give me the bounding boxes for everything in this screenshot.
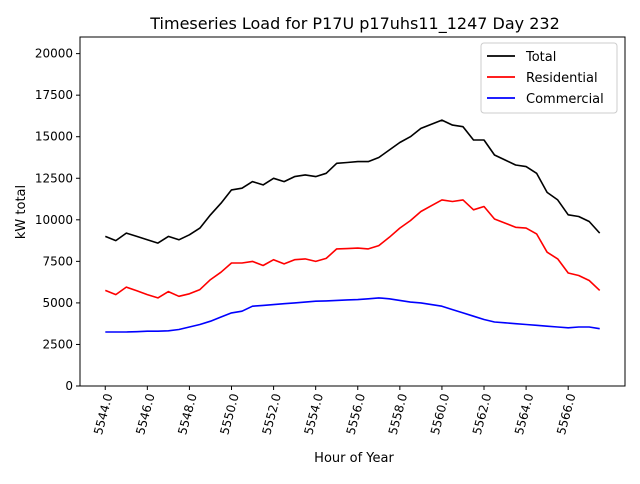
plot-area <box>105 119 601 333</box>
x-tick-label: 5552.0 <box>259 392 283 436</box>
legend-label-residential: Residential <box>526 71 598 86</box>
x-axis-label: Hour of Year <box>314 451 394 466</box>
y-tick-label: 0 <box>65 379 73 393</box>
y-tick-label: 10000 <box>35 213 73 227</box>
y-tick-label: 15000 <box>35 130 73 144</box>
x-tick-label: 5564.0 <box>512 392 536 436</box>
y-axis: 0 2500 5000 7500 10000 12500 15000 17500 20000 <box>35 47 80 393</box>
x-tick-label: 5548.0 <box>175 392 199 436</box>
y-tick-label: 20000 <box>35 47 73 61</box>
y-tick-label: 17500 <box>35 88 73 102</box>
chart-title: Timeseries Load for P17U p17uhs11_1247 D… <box>149 14 560 34</box>
legend-box <box>480 42 618 114</box>
x-tick-label: 5560.0 <box>428 392 452 436</box>
axes-frame <box>79 36 626 387</box>
series-line-residential <box>105 199 601 299</box>
series-line-commercial <box>105 297 600 333</box>
y-tick-label: 5000 <box>42 296 73 310</box>
legend-label-commercial: Commercial <box>526 92 604 107</box>
legend-label-total: Total <box>525 50 556 65</box>
x-tick-label: 5562.0 <box>470 392 494 436</box>
x-tick-label: 5558.0 <box>386 392 410 436</box>
x-tick-label: 5554.0 <box>302 392 326 436</box>
x-tick-label: 5550.0 <box>217 392 241 436</box>
legend: Total Residential Commercial <box>480 42 618 114</box>
series-line-total <box>105 119 601 244</box>
y-tick-label: 2500 <box>42 337 73 351</box>
x-tick-label: 5546.0 <box>133 392 157 436</box>
y-tick-label: 12500 <box>35 171 73 185</box>
x-tick-label: 5566.0 <box>554 392 578 436</box>
y-tick-label: 7500 <box>42 254 73 268</box>
y-axis-label: kW total <box>14 185 29 239</box>
x-tick-label: 5556.0 <box>344 392 368 436</box>
x-axis: 5544.0 5546.0 5548.0 5550.0 5552.0 5554.0 5556… <box>91 386 578 436</box>
x-tick-label: 5544.0 <box>91 392 115 436</box>
